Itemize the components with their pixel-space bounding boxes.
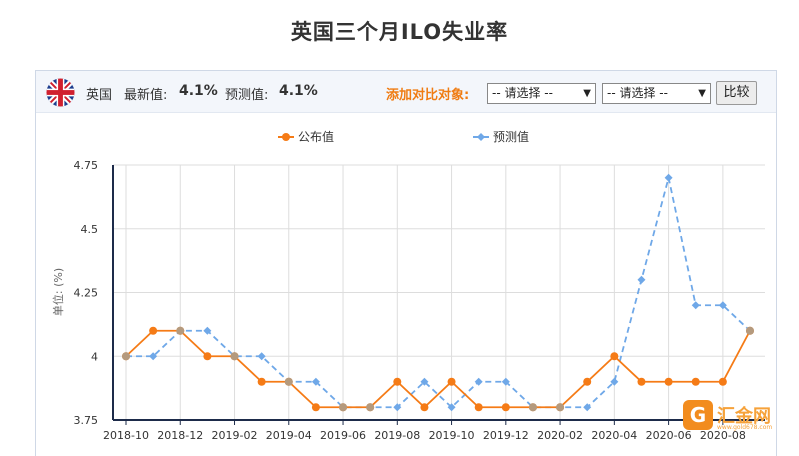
overlap-point: [528, 403, 537, 412]
y-tick-label: 4: [91, 350, 98, 363]
watermark: G 汇金网 www.gold678.com: [683, 400, 793, 434]
overlap-point: [284, 377, 293, 386]
y-tick-label: 3.75: [74, 414, 99, 427]
y-tick-label: 4.5: [81, 223, 99, 236]
x-tick-label: 2019-06: [320, 429, 366, 442]
forecast-point: [149, 352, 158, 361]
forecast-point: [393, 403, 402, 412]
published-point: [203, 352, 212, 361]
legend-forecast-marker: [477, 133, 485, 141]
forecast-series-line: [126, 177, 751, 409]
y-tick-label: 4.25: [74, 287, 99, 300]
overlap-point: [176, 326, 185, 335]
forecast-point: [447, 403, 456, 412]
watermark-logo-icon: G: [683, 400, 713, 430]
forecast-point: [637, 275, 646, 284]
published-series-line: [125, 329, 751, 409]
published-point: [501, 403, 510, 412]
x-tick-label: 2020-08: [700, 429, 746, 442]
y-axis-label: 单位: (%): [51, 268, 65, 316]
forecast-point: [583, 403, 592, 412]
chevron-down-icon: ▼: [583, 88, 591, 99]
forecast-point: [203, 326, 212, 335]
country-name: 英国: [86, 88, 113, 103]
latest-value: 4.1%: [179, 83, 218, 99]
published-point: [718, 377, 727, 386]
published-point: [420, 403, 429, 412]
compare-select-1-value: -- 请选择 --: [492, 86, 553, 100]
x-tick-label: 2019-02: [212, 429, 258, 442]
uk-flag-icon: [46, 78, 75, 107]
chevron-down-icon: ▼: [698, 88, 706, 99]
forecast-point: [718, 301, 727, 310]
forecast-point: [420, 377, 429, 386]
indicator-panel: 英国 最新值: 4.1% 预测值: 4.1% 添加对比对象: -- 请选择 --…: [35, 70, 777, 456]
published-point: [637, 377, 646, 386]
legend-published-label: 公布值: [298, 129, 334, 144]
forecast-value: 4.1%: [279, 83, 318, 99]
forecast-point: [664, 173, 673, 182]
compare-select-2[interactable]: -- 请选择 -- ▼: [602, 83, 711, 104]
watermark-subtext: www.gold678.com: [717, 424, 773, 431]
published-point: [311, 403, 320, 412]
x-tick-label: 2019-08: [374, 429, 420, 442]
forecast-point: [610, 377, 619, 386]
published-point: [583, 377, 592, 386]
x-tick-label: 2019-12: [483, 429, 529, 442]
y-tick-label: 4.75: [74, 159, 99, 172]
overlap-point: [556, 403, 565, 412]
published-point: [664, 377, 673, 386]
published-point: [257, 377, 266, 386]
published-point: [474, 403, 483, 412]
published-point: [447, 377, 456, 386]
forecast-point: [501, 377, 510, 386]
watermark-text: 汇金网: [717, 406, 771, 427]
forecast-point: [691, 301, 700, 310]
panel-header: 英国 最新值: 4.1% 预测值: 4.1% 添加对比对象: -- 请选择 --…: [36, 71, 776, 113]
published-point: [610, 352, 619, 361]
overlap-point: [122, 352, 130, 361]
x-tick-label: 2019-10: [429, 429, 475, 442]
forecast-value-label: 预测值:: [225, 88, 269, 103]
legend-published-marker: [282, 133, 290, 141]
page-title: 英国三个月ILO失业率: [290, 20, 509, 44]
overlap-point: [745, 326, 754, 335]
compare-select-1[interactable]: -- 请选择 -- ▼: [487, 83, 596, 104]
overlap-point: [339, 403, 348, 412]
x-tick-label: 2020-04: [591, 429, 637, 442]
published-point: [149, 326, 158, 335]
compare-select-2-value: -- 请选择 --: [607, 86, 668, 100]
forecast-point: [474, 377, 483, 386]
latest-value-label: 最新值:: [124, 88, 168, 103]
compare-button[interactable]: 比较: [716, 81, 757, 105]
published-point: [393, 377, 402, 386]
x-tick-label: 2018-12: [157, 429, 203, 442]
x-tick-label: 2018-10: [103, 429, 149, 442]
overlap-point: [366, 403, 375, 412]
x-tick-label: 2019-04: [266, 429, 312, 442]
add-compare-label: 添加对比对象:: [386, 88, 470, 103]
x-tick-label: 2020-02: [537, 429, 583, 442]
published-point: [691, 377, 700, 386]
forecast-point: [257, 352, 266, 361]
x-tick-label: 2020-06: [646, 429, 692, 442]
forecast-point: [311, 377, 320, 386]
legend-forecast-label: 预测值: [493, 129, 529, 144]
overlap-point: [230, 352, 239, 361]
